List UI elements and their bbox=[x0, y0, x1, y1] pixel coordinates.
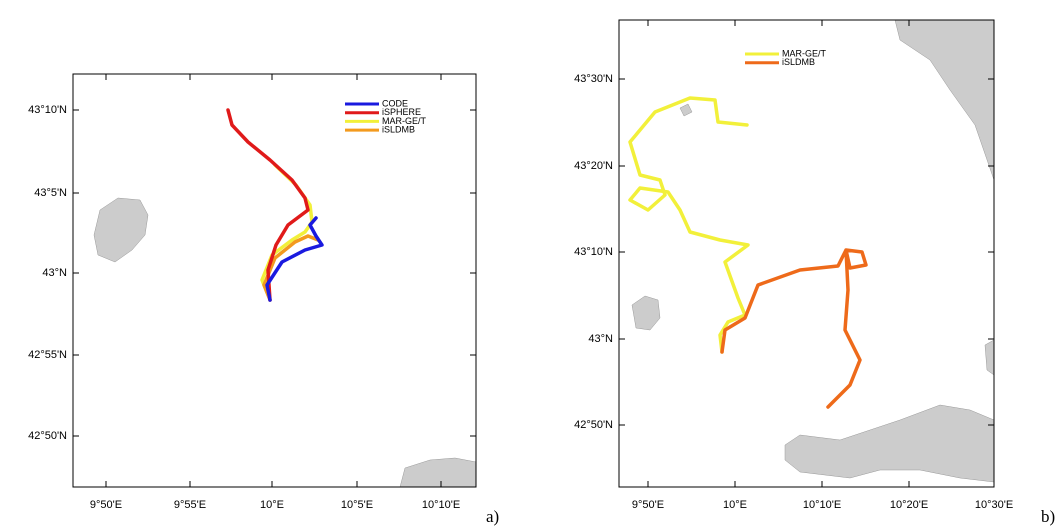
x-tick-label: 9°50'E bbox=[90, 499, 122, 511]
legend-label: iSLDMB bbox=[782, 57, 815, 67]
trajectory bbox=[226, 108, 310, 302]
y-tick-label: 43°N bbox=[588, 333, 613, 345]
y-tick-label: 43°30'N bbox=[574, 73, 613, 85]
panel-label: a) bbox=[486, 507, 499, 526]
legend-label: MAR-GE/T bbox=[782, 48, 827, 58]
trajectory bbox=[628, 96, 750, 354]
legend-label: CODE bbox=[382, 98, 408, 108]
x-tick-label: 10°5'E bbox=[341, 499, 373, 511]
legend-label: MAR-GE/T bbox=[382, 116, 427, 126]
y-tick-label: 43°20'N bbox=[574, 160, 613, 172]
x-tick-label: 10°30'E bbox=[975, 499, 1013, 511]
y-tick-label: 43°N bbox=[42, 267, 67, 279]
island bbox=[679, 103, 693, 117]
trajectory bbox=[265, 216, 324, 302]
y-tick-label: 42°50'N bbox=[28, 430, 67, 442]
legend-label: iSPHERE bbox=[382, 107, 421, 117]
island bbox=[984, 339, 995, 376]
y-tick-label: 42°50'N bbox=[574, 419, 613, 431]
island bbox=[93, 197, 149, 263]
x-tick-label: 10°E bbox=[723, 499, 747, 511]
x-tick-label: 10°10'E bbox=[422, 499, 460, 511]
map-frame bbox=[618, 19, 995, 488]
x-tick-label: 9°55'E bbox=[174, 499, 206, 511]
trajectory bbox=[720, 248, 868, 409]
y-tick-label: 42°55'N bbox=[28, 349, 67, 361]
legend-label: iSLDMB bbox=[382, 124, 415, 134]
x-tick-label: 10°E bbox=[260, 499, 284, 511]
map-frame bbox=[72, 73, 477, 488]
trajectory bbox=[262, 234, 320, 302]
x-tick-label: 10°20'E bbox=[890, 499, 928, 511]
x-tick-label: 10°10'E bbox=[803, 499, 841, 511]
island bbox=[784, 404, 995, 483]
x-tick-label: 9°50'E bbox=[632, 499, 664, 511]
island bbox=[894, 19, 995, 181]
y-tick-label: 43°10'N bbox=[574, 246, 613, 258]
panel-label: b) bbox=[1041, 507, 1055, 526]
y-tick-label: 43°10'N bbox=[28, 104, 67, 116]
island bbox=[631, 295, 661, 331]
y-tick-label: 43°5'N bbox=[34, 187, 67, 199]
island bbox=[399, 457, 477, 488]
